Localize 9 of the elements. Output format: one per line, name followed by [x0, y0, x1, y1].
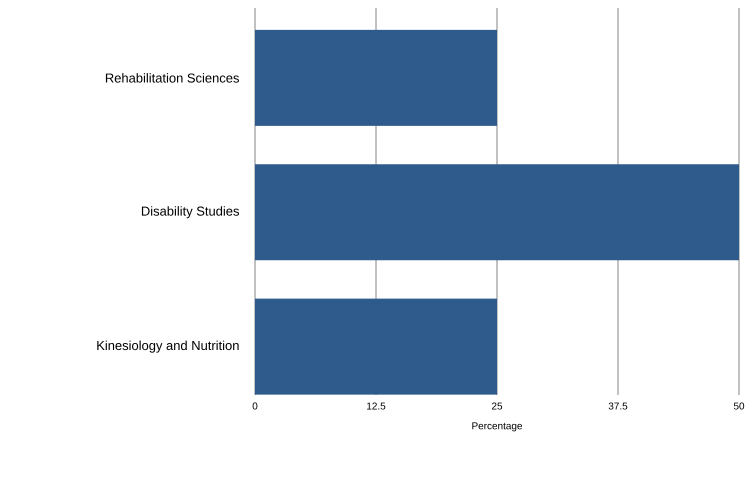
x-tick-label: 12.5	[367, 402, 386, 410]
x-tick-label: 37.5	[608, 402, 628, 410]
y-tick-label: Kinesiology and Nutrition	[97, 340, 239, 353]
x-axis-title: Percentage	[472, 422, 522, 432]
y-tick-label: Disability Studies	[142, 206, 239, 218]
y-tick-label: Rehabilitation Sciences	[106, 73, 239, 83]
x-tick-label: 25	[492, 402, 502, 410]
x-tick-label: 0	[252, 402, 258, 410]
x-tick-label: 50	[734, 402, 744, 410]
